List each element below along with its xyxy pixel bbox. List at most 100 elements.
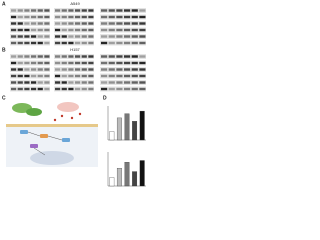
blot-band <box>44 28 50 32</box>
blot-band <box>17 61 23 65</box>
bar <box>109 177 115 187</box>
cell-line-label: A549 <box>70 1 80 6</box>
blot-strip <box>100 54 146 59</box>
blot-band <box>61 74 67 78</box>
blot-band <box>55 35 61 38</box>
blot-band <box>108 68 115 71</box>
page: A A549 B H157 C D (() => { const data = … <box>2 1 146 187</box>
blot-strip <box>100 60 146 66</box>
blot-band <box>44 15 50 19</box>
blot-band <box>55 74 61 78</box>
blot-band <box>81 22 87 25</box>
bar <box>139 110 145 141</box>
blot-band <box>11 55 17 58</box>
blot-band <box>61 28 67 32</box>
blot-band <box>55 61 61 65</box>
blot-strip <box>100 67 146 72</box>
blot-band <box>68 55 74 58</box>
blot-band <box>88 22 94 25</box>
blot-band <box>68 9 74 12</box>
blot-strip <box>10 40 50 46</box>
dot <box>78 112 82 116</box>
blot-band <box>68 87 74 91</box>
blot-band <box>81 61 87 65</box>
blot-band <box>124 81 131 84</box>
blot-band <box>131 61 138 65</box>
blot-band <box>37 74 43 78</box>
blot-band <box>124 9 131 12</box>
blot-band <box>61 9 67 12</box>
blot-band <box>44 68 50 71</box>
blot-band <box>131 9 138 12</box>
blot-band <box>31 81 37 84</box>
blot-band <box>124 55 131 58</box>
blot-band <box>68 22 74 25</box>
pathway-diagram <box>6 102 98 167</box>
blot-band <box>55 9 61 12</box>
blot-band <box>108 15 115 19</box>
blot-band <box>75 61 81 65</box>
blot-band <box>17 87 23 91</box>
blot-band <box>88 74 94 78</box>
blot-band <box>31 68 37 71</box>
blot-band <box>88 55 94 58</box>
blot-band <box>116 35 123 38</box>
blot-band <box>139 22 146 25</box>
blot-band <box>116 9 123 12</box>
blot-band <box>68 15 74 19</box>
blot-band <box>116 81 123 84</box>
blot-band <box>68 81 74 84</box>
blot-strip <box>10 14 50 20</box>
blot-band <box>44 55 50 58</box>
blot-band <box>108 55 115 58</box>
blot-band <box>81 35 87 38</box>
blot-band <box>11 68 17 71</box>
blot-band <box>139 81 146 84</box>
blot-band <box>11 15 17 19</box>
blot-band <box>81 81 87 84</box>
blot-band <box>11 81 17 84</box>
blot-band <box>81 74 87 78</box>
blot-band <box>101 68 108 71</box>
blot-strip <box>10 67 50 72</box>
protein <box>30 144 38 148</box>
blot-band <box>88 87 94 91</box>
blot-band <box>68 35 74 38</box>
blot-band <box>108 28 115 32</box>
blot-band <box>75 41 81 45</box>
blot-band <box>139 15 146 19</box>
blot-band <box>11 9 17 12</box>
blot-strip <box>54 21 94 26</box>
blot-strip <box>10 86 50 92</box>
blot-band <box>55 41 61 45</box>
blot-strip <box>10 8 50 13</box>
blot-strip <box>54 8 94 13</box>
blot-band <box>81 9 87 12</box>
blot-band <box>37 61 43 65</box>
bar <box>109 131 115 141</box>
blot-band <box>61 61 67 65</box>
blot-band <box>88 81 94 84</box>
blot-band <box>31 22 37 25</box>
blot-band <box>139 74 146 78</box>
blot-band <box>31 55 37 58</box>
blot-band <box>55 55 61 58</box>
blot-band <box>17 28 23 32</box>
protein <box>40 134 48 138</box>
blot-strip <box>54 67 94 72</box>
blot-strip <box>54 80 94 85</box>
blot-band <box>68 41 74 45</box>
dot <box>53 118 57 122</box>
blot-strip <box>100 73 146 79</box>
blot-strip <box>10 34 50 39</box>
blot-band <box>44 81 50 84</box>
blot-strip <box>54 14 94 20</box>
blot-band <box>139 87 146 91</box>
blot-band <box>37 81 43 84</box>
blot-band <box>124 87 131 91</box>
blot-band <box>131 35 138 38</box>
blot-band <box>31 28 37 32</box>
blot-band <box>11 35 17 38</box>
blot-band <box>108 61 115 65</box>
blot-band <box>124 68 131 71</box>
